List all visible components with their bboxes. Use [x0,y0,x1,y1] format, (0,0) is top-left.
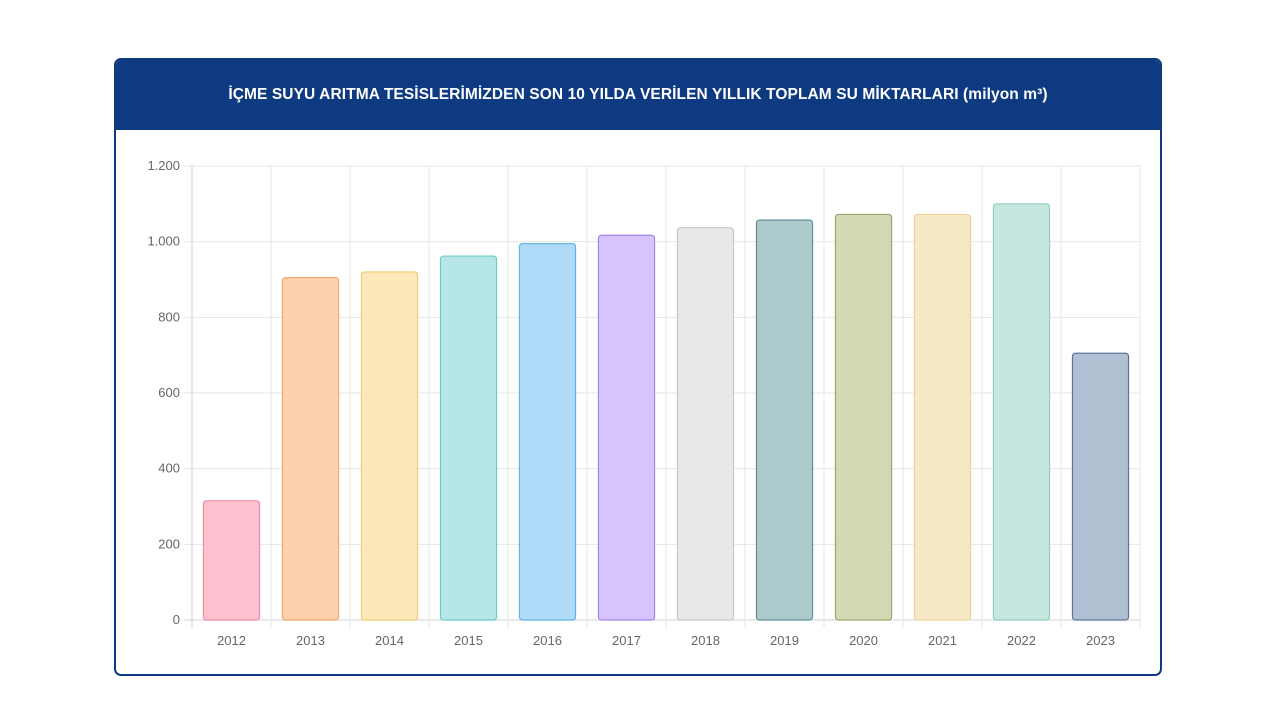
x-tick-label: 2017 [612,633,641,648]
x-tick-label: 2023 [1086,633,1115,648]
y-tick-label: 200 [158,536,180,551]
y-tick-label: 1.200 [147,158,180,173]
x-tick-label: 2022 [1007,633,1036,648]
bar-2012 [202,500,261,621]
y-tick-label: 400 [158,461,180,476]
bar-2015 [439,255,498,621]
x-tick-label: 2016 [533,633,562,648]
y-tick-label: 0 [173,612,180,627]
bar-2014 [360,271,419,621]
bar-2017 [597,234,656,621]
bar-2013 [281,277,340,621]
bar-chart: 0 200 400 600 800 1.000 1.200 2012 2013 2014 2015 2… [147,158,1141,648]
y-tick-label: 1.000 [147,234,180,249]
bar-2021 [913,213,972,621]
y-tick-label: 800 [158,309,180,324]
bar-2023 [1071,352,1130,621]
x-tick-label: 2013 [296,633,325,648]
bar-2016 [518,242,577,621]
x-tick-label: 2012 [217,633,246,648]
bar-2022 [992,203,1051,621]
y-tick-label: 600 [158,385,180,400]
bar-2019 [755,219,814,621]
x-tick-label: 2018 [691,633,720,648]
x-tick-label: 2021 [928,633,957,648]
chart-card: İÇME SUYU ARITMA TESİSLERİMİZDEN SON 10 … [114,58,1162,676]
x-tick-label: 2015 [454,633,483,648]
bar-2020 [834,213,893,621]
bar-2018 [676,227,735,621]
x-tick-label: 2020 [849,633,878,648]
x-tick-label: 2019 [770,633,799,648]
x-tick-label: 2014 [375,633,404,648]
chart-title: İÇME SUYU ARITMA TESİSLERİMİZDEN SON 10 … [116,60,1160,130]
